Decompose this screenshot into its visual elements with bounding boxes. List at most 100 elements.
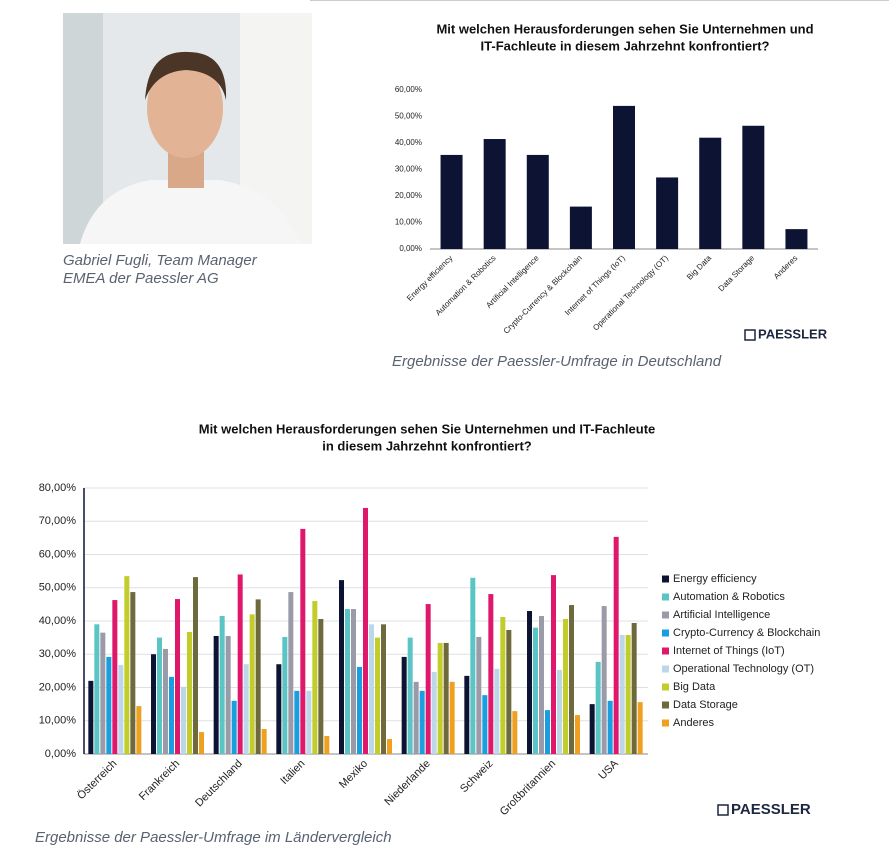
y-tick-label: 70,00%	[39, 515, 77, 527]
y-tick-label: 10,00%	[39, 715, 77, 727]
bar	[294, 690, 300, 754]
x-tick-label: Deutschland	[193, 758, 245, 810]
logo-icon	[717, 804, 729, 816]
x-tick-label: Frankreich	[137, 758, 182, 803]
bar	[249, 614, 255, 754]
bar	[494, 668, 500, 754]
bar	[500, 617, 506, 754]
bar	[136, 706, 142, 754]
bar	[151, 654, 156, 754]
bar	[449, 681, 455, 754]
bar	[613, 536, 619, 754]
y-tick-label: 80,00%	[39, 482, 77, 494]
bar	[419, 690, 425, 754]
legend-label: Operational Technology (OT)	[673, 663, 814, 675]
brand-logo: PAESSLER	[758, 326, 828, 341]
x-tick-label: Crypto-Currency & Blockchain	[502, 254, 584, 336]
bar	[464, 675, 470, 754]
bar	[187, 631, 192, 754]
bar	[339, 580, 344, 754]
x-tick-label: Operational Technology (OT)	[591, 253, 670, 332]
y-tick-label: 30,00%	[395, 165, 422, 174]
bar	[94, 624, 100, 754]
legend-swatch	[662, 593, 669, 601]
bar	[300, 528, 306, 754]
bar	[431, 671, 437, 754]
bar	[276, 664, 282, 754]
bar	[175, 599, 180, 754]
legend-label: Anderes	[673, 717, 714, 729]
bar	[637, 702, 643, 754]
bar	[401, 656, 407, 754]
y-tick-label: 20,00%	[39, 681, 77, 693]
x-tick-label: Big Data	[685, 253, 713, 281]
y-tick-label: 40,00%	[39, 615, 77, 627]
bar	[199, 732, 204, 754]
x-tick-label: Österreich	[75, 758, 119, 802]
brand-logo: PAESSLER	[731, 801, 811, 818]
chart-title: in diesem Jahrzehnt konfrontiert?	[322, 438, 532, 453]
bar	[483, 139, 506, 249]
bar	[601, 606, 607, 754]
y-tick-label: 50,00%	[395, 112, 422, 121]
legend-label: Crypto-Currency & Blockchain	[673, 627, 820, 639]
bar	[425, 604, 431, 754]
bar	[625, 634, 631, 754]
bar	[569, 206, 592, 249]
x-tick-label: USA	[596, 757, 621, 782]
bar	[312, 601, 318, 754]
bar	[88, 680, 94, 754]
bar	[407, 637, 413, 754]
bar	[243, 664, 249, 754]
chart-caption: Ergebnisse der Paessler-Umfrage in Deuts…	[392, 353, 722, 370]
bar	[443, 642, 449, 754]
bar	[545, 710, 550, 754]
bar	[124, 576, 130, 754]
photo	[63, 13, 312, 244]
bar	[106, 656, 112, 754]
bar	[563, 619, 568, 754]
x-tick-label: Niederlande	[382, 758, 432, 808]
bar	[569, 605, 574, 754]
bar	[169, 676, 174, 754]
x-tick-label: Mexiko	[337, 758, 370, 791]
legend-label: Data Storage	[673, 699, 738, 711]
bar	[163, 648, 168, 754]
y-tick-label: 20,00%	[395, 191, 422, 200]
legend-label: Energy efficiency	[673, 573, 757, 585]
legend-swatch	[662, 701, 669, 709]
bar	[512, 711, 518, 754]
bar	[118, 664, 124, 754]
x-tick-label: Energy efficiency	[405, 254, 454, 303]
bar	[130, 592, 136, 754]
x-tick-label: Großbritannien	[498, 758, 558, 818]
bar	[112, 600, 118, 754]
bar	[533, 627, 538, 754]
bar	[437, 642, 443, 754]
bar	[551, 575, 556, 754]
bar	[619, 634, 625, 754]
y-tick-label: 50,00%	[39, 582, 77, 594]
bar	[656, 177, 679, 249]
bar	[470, 577, 476, 754]
bar	[589, 704, 595, 754]
bar	[225, 635, 231, 754]
bar	[237, 574, 243, 754]
bar	[219, 616, 225, 754]
bar	[381, 624, 386, 754]
bar	[527, 611, 532, 754]
bar	[785, 229, 808, 249]
bar	[607, 700, 613, 754]
bar	[193, 577, 198, 754]
bar	[181, 686, 186, 754]
legend-swatch	[662, 683, 669, 691]
bar	[324, 736, 330, 754]
legend-label: Automation & Robotics	[673, 591, 785, 603]
bar	[345, 609, 350, 754]
bar	[213, 635, 219, 754]
y-tick-label: 60,00%	[395, 85, 422, 94]
legend-swatch	[662, 575, 669, 583]
x-tick-label: Schweiz	[458, 758, 495, 795]
bar	[613, 105, 635, 250]
